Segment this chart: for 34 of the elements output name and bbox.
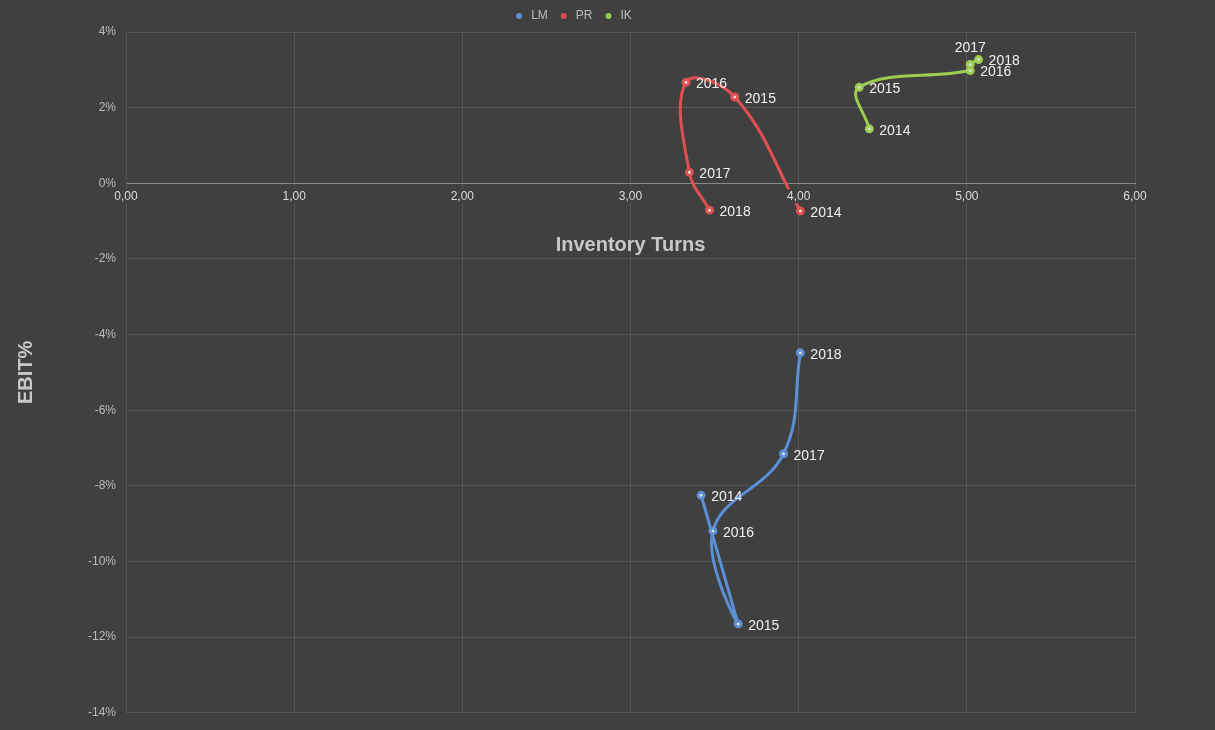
x-axis-title: Inventory Turns — [555, 232, 706, 255]
x-tick-label: 0,00 — [114, 188, 139, 203]
annotation: 2014 — [879, 121, 911, 138]
legend-label: IK — [620, 8, 632, 23]
x-tick-label: 3,00 — [618, 188, 643, 203]
annotation: 2017 — [954, 39, 986, 56]
y-tick-label: -4% — [94, 326, 117, 341]
annotation: 2015 — [744, 89, 777, 106]
annotation: 2014 — [711, 488, 743, 505]
y-tick-label: 4% — [98, 24, 117, 39]
legend-label: LM — [531, 8, 548, 23]
y-tick-label: -2% — [94, 251, 117, 266]
y-axis-title: EBIT% — [13, 340, 36, 405]
y-tick-label: 2% — [98, 99, 117, 114]
annotation: 2017 — [699, 165, 731, 182]
x-tick-label: 5,00 — [955, 188, 979, 203]
legend-label: PR — [575, 8, 593, 23]
annotation: 2016 — [722, 523, 755, 540]
y-tick-label: -6% — [94, 402, 117, 417]
annotation: 2015 — [748, 616, 780, 633]
x-tick-label: 2,00 — [450, 188, 475, 203]
x-tick-label: 6,00 — [1123, 188, 1147, 203]
y-tick-label: -10% — [88, 553, 117, 568]
y-tick-label: -14% — [88, 705, 117, 720]
x-tick-label: 4,00 — [786, 188, 811, 203]
annotation: 2015 — [869, 80, 901, 97]
annotation: 2018 — [810, 345, 842, 362]
annotation: 2014 — [810, 203, 842, 220]
annotation: 2018 — [719, 203, 751, 219]
x-tick-label: 1,00 — [282, 188, 307, 203]
y-tick-label: -8% — [94, 478, 117, 493]
y-tick-label: -12% — [88, 629, 117, 644]
annotation: 2017 — [793, 446, 825, 463]
y-tick-label: 0% — [98, 175, 117, 190]
